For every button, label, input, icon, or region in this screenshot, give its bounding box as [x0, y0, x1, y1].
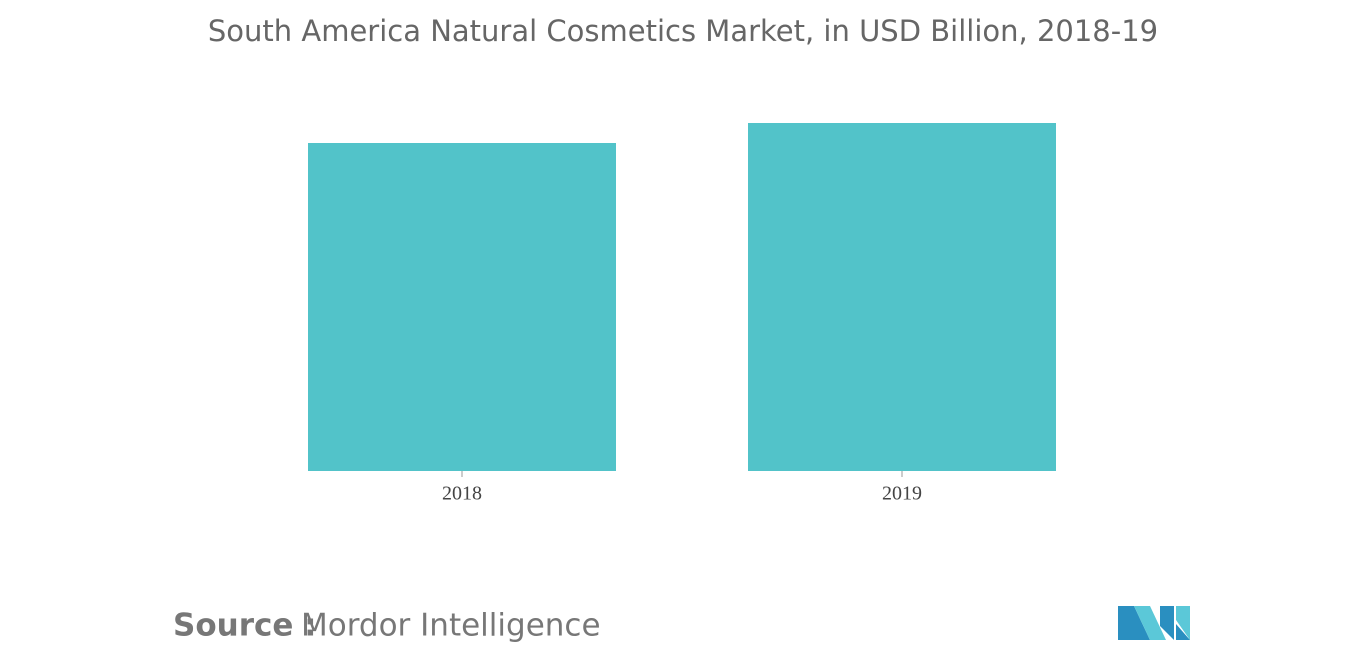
chart-title: South America Natural Cosmetics Market, … — [208, 14, 1158, 48]
bar — [308, 143, 616, 471]
x-tick-label: 2019 — [882, 483, 922, 505]
source: Mordor Intelligence — [301, 608, 601, 644]
bar — [748, 123, 1056, 471]
logo — [1118, 606, 1190, 640]
x-tick-label: 2018 — [442, 483, 482, 505]
source-label: Source : — [173, 608, 317, 644]
